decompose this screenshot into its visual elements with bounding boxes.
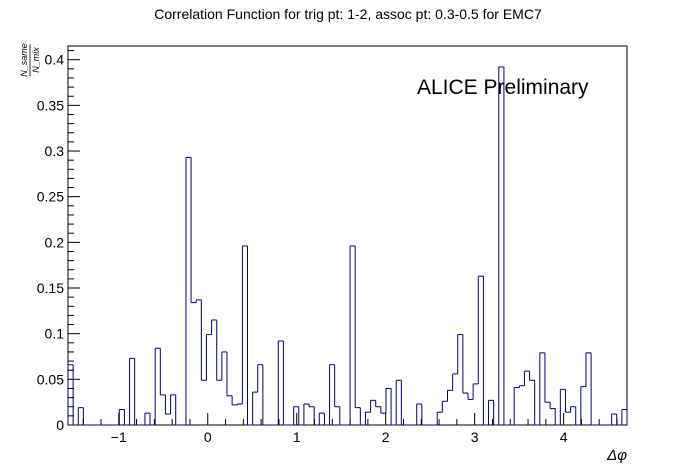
histogram-bars (67, 66, 628, 426)
x-axis: −1 0 1 2 3 4 (82, 413, 618, 445)
plot-border (67, 45, 628, 426)
y-tick-label: 0.4 (45, 52, 65, 68)
y-tick-label: 0.1 (45, 326, 65, 342)
x-tick-label: 2 (382, 429, 390, 445)
x-tick-label: 3 (471, 429, 479, 445)
x-tick-label: 4 (560, 429, 568, 445)
y-label-denominator: N_mix (31, 47, 41, 73)
x-tick-label: 0 (204, 429, 212, 445)
plot-frame (67, 45, 628, 426)
y-tick-label: 0.15 (37, 280, 64, 296)
y-label-numerator: N_same (19, 43, 29, 77)
y-tick-label: 0.3 (45, 143, 65, 159)
y-tick-label: 0.05 (37, 371, 64, 387)
alice-preliminary-label: ALICE Preliminary (417, 76, 589, 99)
y-axis-label: N_same N_mix (19, 43, 41, 77)
y-tick-label: 0.25 (37, 189, 64, 205)
y-tick-label: 0.35 (37, 97, 64, 113)
x-tick-label: 1 (293, 429, 301, 445)
x-axis-label: Δφ (606, 447, 627, 464)
y-axis: 0 0.05 0.1 0.15 0.2 0.25 0.3 0.35 0.4 (37, 50, 80, 433)
x-tick-label: −1 (111, 429, 127, 445)
y-tick-label: 0.2 (45, 234, 65, 250)
chart-title: Correlation Function for trig pt: 1-2, a… (154, 6, 542, 22)
y-tick-label: 0 (56, 417, 64, 433)
